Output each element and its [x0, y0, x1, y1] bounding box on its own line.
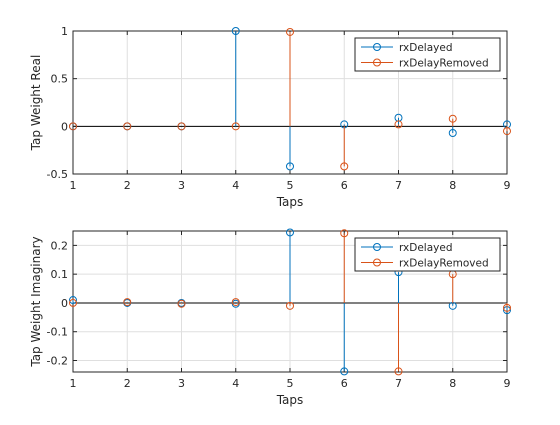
stem-marker [286, 162, 294, 171]
stem-marker [394, 367, 403, 376]
chart-2: 1 2 3 4 5 6 7 8 9 -0.2 -0.1 0 0.1 0.2 Taps Tap Weight I… [29, 228, 511, 407]
stem-marker [448, 114, 457, 123]
x-tick-label: 4 [232, 179, 239, 192]
x-tick-label: 9 [504, 377, 511, 390]
x-tick-label: 5 [287, 377, 294, 390]
x-axis-label: Taps [276, 195, 304, 209]
stem-marker [286, 27, 294, 36]
legend: rxDelayed rxDelayRemoved [354, 237, 501, 272]
stem-marker [69, 296, 77, 305]
series-rxDelayRemoved [69, 229, 511, 376]
x-tick-label: 9 [504, 179, 511, 192]
y-tick-label: 0.1 [51, 268, 69, 281]
chart-1: 1 2 3 4 5 6 7 8 9 -0.5 0 0.5 1 Taps Tap Weight Real rxD… [29, 25, 511, 209]
legend-marker [373, 258, 381, 267]
stem-marker [394, 120, 403, 129]
stem-marker [340, 229, 349, 238]
legend-marker [373, 58, 381, 67]
legend-entry: rxDelayRemoved [399, 58, 489, 70]
legend: rxDelayed rxDelayRemoved [354, 37, 501, 72]
y-tick-label: -0.5 [47, 168, 68, 181]
x-tick-label: 6 [341, 377, 348, 390]
y-tick-label: -0.2 [47, 354, 68, 367]
stem-marker [286, 228, 294, 237]
y-axis-label: Tap Weight Real [29, 55, 43, 152]
x-tick-label: 7 [395, 377, 402, 390]
y-tick-label: 0.5 [51, 73, 69, 86]
stem-marker [177, 122, 186, 131]
x-tick-label: 7 [395, 179, 402, 192]
stem-marker [340, 162, 349, 171]
stem-marker [340, 367, 349, 376]
stem-marker [231, 27, 240, 35]
y-tick-label: -0.1 [47, 326, 68, 339]
x-tick-label: 5 [287, 179, 294, 192]
x-tick-label: 8 [449, 377, 456, 390]
x-tick-label: 8 [449, 179, 456, 192]
x-tick-label: 1 [70, 377, 77, 390]
x-tick-label: 1 [70, 179, 77, 192]
x-tick-label: 4 [232, 377, 239, 390]
y-tick-label: 0 [61, 297, 68, 310]
stem-marker [69, 122, 77, 131]
stem-marker [123, 122, 132, 131]
x-tick-label: 6 [341, 179, 348, 192]
stem-marker [503, 127, 511, 136]
legend-box [354, 37, 501, 72]
legend-marker [373, 43, 381, 51]
x-tick-label: 2 [124, 377, 131, 390]
stem-marker [286, 301, 294, 310]
stem-marker [123, 298, 132, 307]
series-rxDelayRemoved [69, 27, 511, 171]
legend-entry: rxDelayed [399, 42, 452, 54]
stem-marker [231, 298, 240, 307]
x-tick-label: 3 [178, 377, 185, 390]
legend-marker [373, 243, 381, 251]
x-tick-label: 3 [178, 179, 185, 192]
y-tick-label: 0.2 [51, 239, 69, 252]
y-axis-label: Tap Weight Imaginary [29, 236, 43, 367]
stem-marker [69, 298, 77, 307]
y-tick-label: 1 [61, 25, 68, 38]
stem-marker [448, 129, 457, 138]
y-tick-label: 0 [61, 120, 68, 133]
stem-marker [231, 122, 240, 131]
legend-entry: rxDelayRemoved [399, 258, 489, 270]
x-tick-label: 2 [124, 179, 131, 192]
stem-marker [503, 303, 511, 312]
stem-marker [177, 299, 186, 308]
x-axis-label: Taps [276, 393, 304, 407]
legend-entry: rxDelayed [399, 242, 452, 254]
